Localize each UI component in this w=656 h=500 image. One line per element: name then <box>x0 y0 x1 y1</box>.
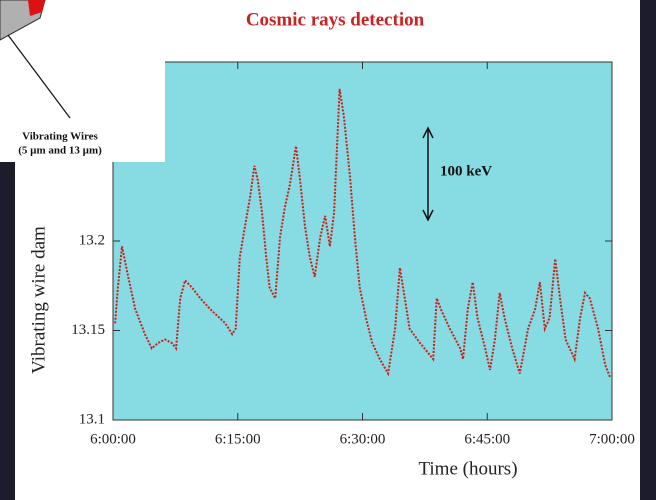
inset-shape <box>28 0 45 16</box>
y-tick-label: 13.2 <box>79 232 105 248</box>
inset <box>0 0 165 162</box>
inset-label: Vibrating Wires <box>22 131 98 143</box>
y-tick-label: 13.15 <box>71 322 105 338</box>
y-axis-label: Vibrating wire dam <box>28 226 49 374</box>
annotation-arrow <box>422 126 434 222</box>
inset-pointer <box>7 34 71 119</box>
y-tick-label: 13.1 <box>79 411 105 427</box>
x-tick-label: 6:00:00 <box>90 431 136 447</box>
x-tick-label: 7:00:00 <box>589 431 635 447</box>
data-line <box>114 88 611 378</box>
x-tick-label: 6:30:00 <box>340 431 386 447</box>
x-tick-label: 6:45:00 <box>464 431 510 447</box>
annotation: 100 keV <box>440 163 492 179</box>
plot-area <box>112 61 613 421</box>
chart-title: Cosmic rays detection <box>246 9 425 30</box>
x-tick-label: 6:15:00 <box>215 431 261 447</box>
x-axis-label: Time (hours) <box>418 458 517 479</box>
inset-label: (5 µm and 13 µm) <box>18 145 102 157</box>
